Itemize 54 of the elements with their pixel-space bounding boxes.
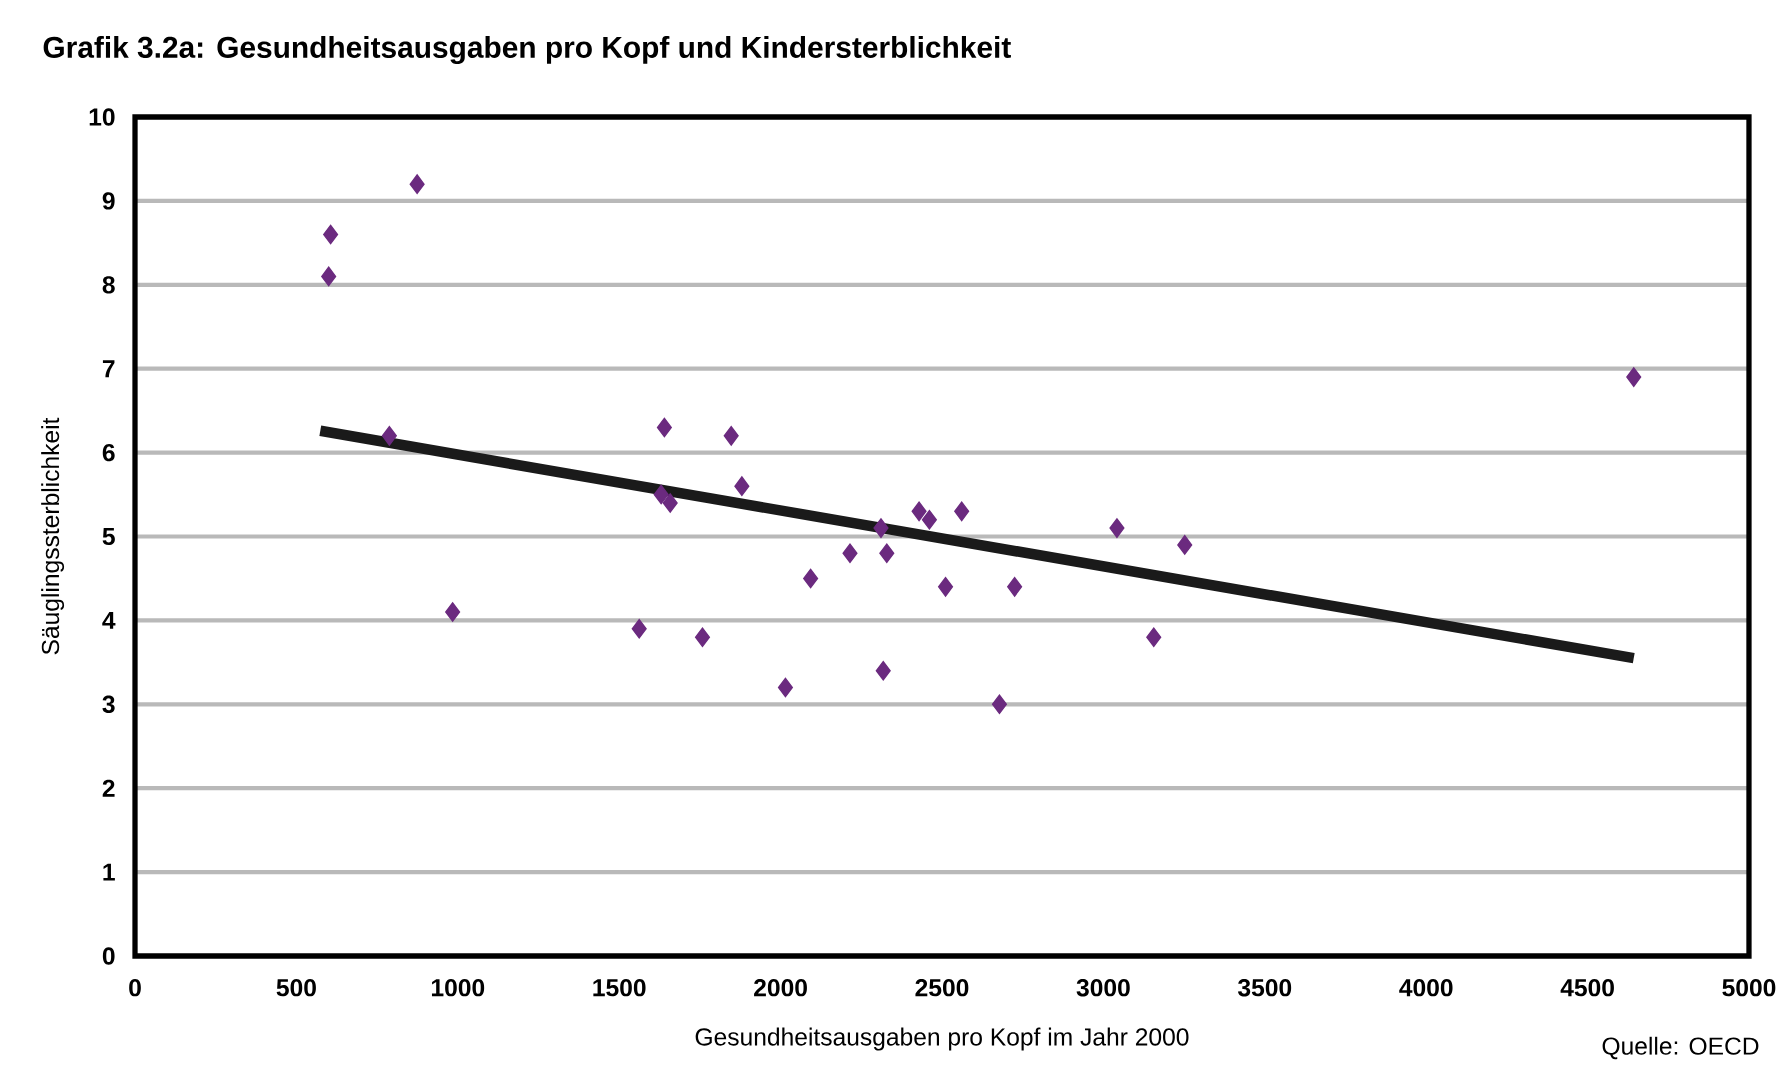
point xyxy=(323,224,339,245)
x-tick-label: 4500 xyxy=(1560,979,1614,997)
point xyxy=(694,627,711,648)
x-tick-label: 1500 xyxy=(593,979,646,997)
source-note: Quelle: OECD xyxy=(1602,1036,1759,1060)
point xyxy=(1177,535,1193,555)
point xyxy=(921,509,937,530)
point xyxy=(803,568,819,589)
x-tick-label: 0 xyxy=(129,979,141,997)
chart-title: Grafik 3.2a: Gesundheitsausgaben pro Kopf und Kindersterblichkeit xyxy=(43,35,1011,64)
point xyxy=(1626,367,1642,387)
point xyxy=(873,518,889,538)
point xyxy=(723,425,739,446)
x-tick-label: 2500 xyxy=(915,979,969,997)
point xyxy=(937,577,954,597)
y-tick-label: 4 xyxy=(102,611,116,629)
point xyxy=(911,501,927,522)
point xyxy=(1007,577,1023,597)
y-tick-label: 3 xyxy=(102,695,115,714)
point xyxy=(381,425,397,446)
y-tick-label: 10 xyxy=(89,108,115,126)
y-tick-label: 9 xyxy=(102,192,115,210)
point xyxy=(1109,518,1125,538)
point xyxy=(662,493,678,513)
point xyxy=(954,501,970,522)
point xyxy=(991,694,1008,715)
point xyxy=(656,417,672,438)
y-tick-label: 5 xyxy=(102,527,115,546)
x-tick-label: 3500 xyxy=(1237,979,1292,997)
point xyxy=(653,484,669,505)
x-tick-label: 500 xyxy=(276,979,316,997)
point xyxy=(631,618,647,639)
point xyxy=(409,174,425,194)
y-tick-label: 6 xyxy=(102,443,115,462)
point xyxy=(734,476,750,497)
y-tick-label: 8 xyxy=(102,276,115,294)
point xyxy=(842,543,858,564)
point xyxy=(1146,627,1162,648)
y-axis-title: Säuglingssterblichkeit xyxy=(41,417,65,655)
y-tick-label: 0 xyxy=(102,947,115,965)
x-tick-label: 2000 xyxy=(754,979,807,997)
x-tick-label: 3000 xyxy=(1076,979,1130,997)
point xyxy=(321,266,337,287)
y-tick-label: 7 xyxy=(102,360,115,378)
x-tick-label: 5000 xyxy=(1722,979,1776,997)
point xyxy=(777,677,793,698)
point xyxy=(875,660,891,681)
y-tick-label: 1 xyxy=(103,863,115,881)
x-tick-label: 4000 xyxy=(1399,979,1453,997)
point xyxy=(445,602,461,622)
point xyxy=(879,543,895,564)
y-tick-label: 2 xyxy=(102,779,115,797)
x-tick-label: 1000 xyxy=(431,979,485,997)
x-axis-title: Gesundheitsausgaben pro Kopf im Jahr 2000 xyxy=(695,1027,1189,1051)
